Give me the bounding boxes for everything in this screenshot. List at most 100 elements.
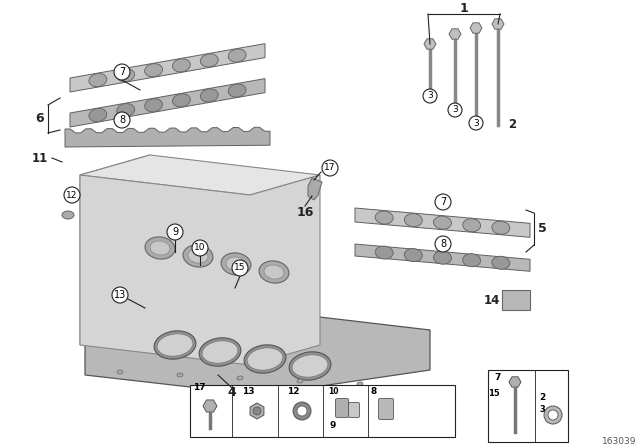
- Polygon shape: [70, 43, 265, 92]
- Circle shape: [232, 260, 248, 276]
- Text: 7: 7: [119, 67, 125, 77]
- Ellipse shape: [244, 345, 286, 373]
- Bar: [190, 385, 455, 437]
- Polygon shape: [80, 175, 320, 365]
- Ellipse shape: [150, 241, 170, 255]
- Text: 3: 3: [473, 119, 479, 128]
- Ellipse shape: [357, 382, 363, 386]
- Circle shape: [253, 407, 261, 415]
- Polygon shape: [80, 155, 150, 345]
- Polygon shape: [355, 244, 530, 271]
- Ellipse shape: [492, 221, 510, 234]
- Text: 9: 9: [172, 227, 178, 237]
- Text: 16: 16: [296, 206, 314, 219]
- Circle shape: [192, 240, 208, 256]
- Circle shape: [297, 406, 307, 416]
- Ellipse shape: [259, 261, 289, 283]
- Circle shape: [114, 112, 130, 128]
- Ellipse shape: [375, 211, 393, 224]
- Text: 3: 3: [539, 405, 545, 414]
- Ellipse shape: [247, 348, 283, 370]
- Ellipse shape: [404, 249, 422, 262]
- Text: 5: 5: [538, 221, 547, 234]
- Text: 17: 17: [324, 164, 336, 172]
- Ellipse shape: [145, 64, 163, 77]
- Ellipse shape: [404, 214, 422, 227]
- Ellipse shape: [89, 108, 107, 122]
- FancyBboxPatch shape: [349, 402, 360, 418]
- Ellipse shape: [145, 99, 163, 112]
- Text: 6: 6: [36, 112, 44, 125]
- Polygon shape: [308, 178, 322, 200]
- Ellipse shape: [200, 54, 218, 67]
- Text: 8: 8: [119, 115, 125, 125]
- Ellipse shape: [226, 257, 246, 271]
- Bar: [488, 370, 568, 442]
- Text: 12: 12: [67, 190, 77, 199]
- Text: 1: 1: [460, 1, 468, 14]
- Polygon shape: [65, 127, 270, 147]
- Text: 13: 13: [242, 387, 254, 396]
- Ellipse shape: [297, 379, 303, 383]
- Circle shape: [114, 64, 130, 80]
- Ellipse shape: [154, 331, 196, 359]
- Text: 11: 11: [32, 151, 48, 164]
- Polygon shape: [70, 78, 265, 127]
- Polygon shape: [355, 208, 530, 237]
- Ellipse shape: [145, 237, 175, 259]
- Polygon shape: [80, 155, 320, 195]
- Ellipse shape: [116, 69, 134, 82]
- Circle shape: [112, 287, 128, 303]
- Ellipse shape: [221, 253, 251, 275]
- Ellipse shape: [200, 89, 218, 102]
- Circle shape: [435, 236, 451, 252]
- Text: 163039: 163039: [602, 438, 636, 447]
- Text: 3: 3: [427, 91, 433, 100]
- Ellipse shape: [375, 246, 393, 259]
- Text: 10: 10: [328, 387, 339, 396]
- Circle shape: [548, 410, 558, 420]
- Ellipse shape: [116, 103, 134, 117]
- Circle shape: [423, 89, 437, 103]
- Circle shape: [293, 402, 311, 420]
- Ellipse shape: [177, 373, 183, 377]
- Text: 12: 12: [287, 387, 300, 396]
- Text: 4: 4: [228, 387, 236, 400]
- Ellipse shape: [237, 376, 243, 380]
- Ellipse shape: [202, 341, 238, 363]
- Text: 9: 9: [330, 422, 336, 431]
- Polygon shape: [85, 310, 430, 395]
- Text: 2: 2: [539, 392, 545, 401]
- Circle shape: [322, 160, 338, 176]
- Text: 8: 8: [371, 387, 377, 396]
- Circle shape: [544, 406, 562, 424]
- Text: 2: 2: [508, 119, 516, 132]
- Text: 7: 7: [440, 197, 446, 207]
- Text: 13: 13: [114, 290, 126, 300]
- Ellipse shape: [173, 94, 190, 107]
- Circle shape: [167, 224, 183, 240]
- Ellipse shape: [62, 211, 74, 219]
- Text: 15: 15: [488, 388, 500, 397]
- Ellipse shape: [463, 254, 481, 267]
- Text: 8: 8: [440, 239, 446, 249]
- Ellipse shape: [463, 219, 481, 232]
- Circle shape: [64, 187, 80, 203]
- Ellipse shape: [292, 355, 328, 377]
- Text: 10: 10: [195, 244, 205, 253]
- Text: 14: 14: [484, 293, 500, 306]
- Ellipse shape: [89, 73, 107, 86]
- Text: 17: 17: [193, 383, 205, 392]
- Ellipse shape: [183, 245, 213, 267]
- Text: 3: 3: [452, 105, 458, 115]
- Ellipse shape: [264, 265, 284, 279]
- Ellipse shape: [157, 334, 193, 356]
- Ellipse shape: [492, 256, 510, 269]
- Text: 15: 15: [234, 263, 246, 272]
- Ellipse shape: [433, 251, 451, 264]
- Ellipse shape: [117, 370, 123, 374]
- Circle shape: [448, 103, 462, 117]
- Bar: [502, 290, 530, 310]
- Ellipse shape: [188, 249, 208, 263]
- Ellipse shape: [199, 338, 241, 366]
